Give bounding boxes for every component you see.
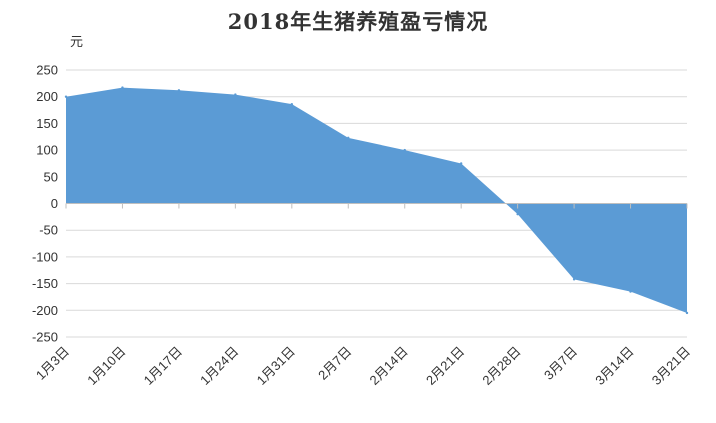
x-tick-label: 1月17日 [141,344,185,388]
data-point [290,102,294,106]
y-tick-label: 100 [36,143,58,158]
x-tick-label: 1月24日 [197,344,241,388]
data-point [685,311,689,315]
data-point [459,162,463,165]
data-point [516,212,519,216]
x-tick-label: 3月7日 [541,344,580,383]
x-tick-label: 1月3日 [33,344,72,383]
y-tick-label: 150 [36,116,58,131]
area-series [66,87,687,313]
y-tick-label: 250 [36,63,58,78]
y-tick-label: 0 [51,196,58,211]
x-tick-label: 1月10日 [84,344,128,388]
data-point [572,278,576,281]
data-point [121,86,124,89]
x-tick-label: 3月14日 [592,344,636,388]
chart-title: 2018年生猪养殖盈亏情况 [227,9,489,34]
data-point [64,95,68,98]
y-tick-label: 50 [44,169,58,184]
x-tick-label: 2月28日 [479,344,523,388]
data-point [234,93,237,96]
data-point [347,136,350,140]
y-tick-label: 200 [36,89,58,104]
y-axis-unit-label: 元 [70,35,84,50]
y-tick-label: -50 [39,223,58,238]
data-point [403,148,406,152]
y-tick-label: -150 [32,276,58,291]
y-tick-label: -100 [32,249,58,264]
data-point [177,89,181,92]
x-tick-label: 2月21日 [423,344,467,388]
x-tick-label: 1月31日 [254,344,298,388]
y-tick-label: -250 [32,330,58,345]
x-tick-label: 2月7日 [315,344,354,383]
x-tick-label: 3月21日 [649,344,693,388]
y-tick-label: -200 [32,303,58,318]
x-tick-label: 2月14日 [367,344,411,388]
data-point [629,290,632,293]
